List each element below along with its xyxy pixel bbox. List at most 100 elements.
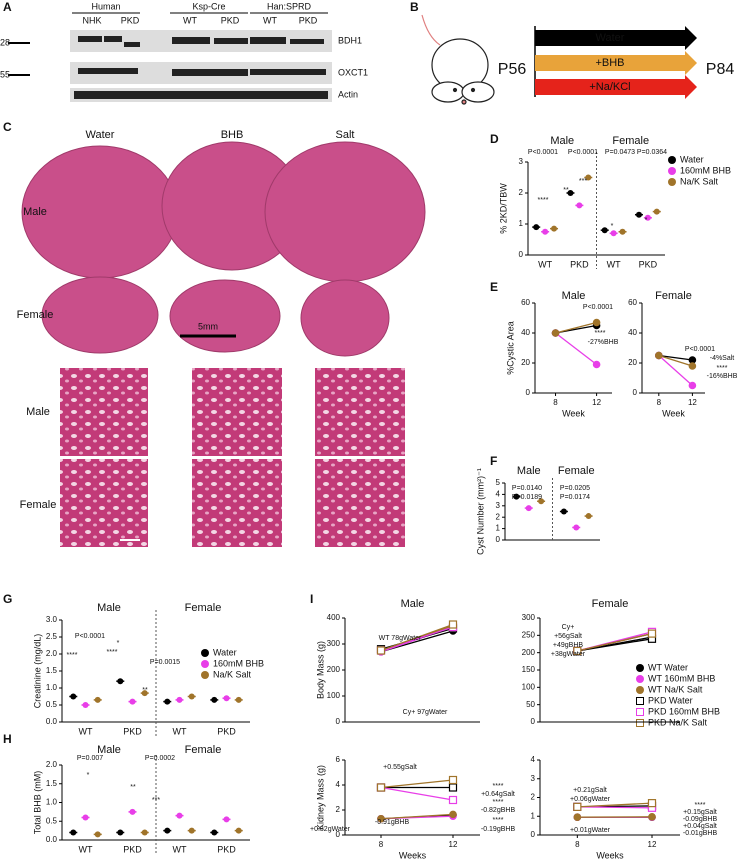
group-title: Female: [612, 135, 649, 147]
legend-swatch: [637, 709, 644, 716]
group-mean: [177, 697, 183, 703]
group-mean: [211, 830, 217, 836]
marker: [450, 777, 457, 784]
y-tick-label: 5: [496, 478, 501, 487]
legend-label: Na/K Salt: [213, 669, 252, 679]
group-mean: [573, 524, 579, 530]
category-title: Female: [558, 465, 595, 477]
chart-title: Male: [401, 598, 425, 610]
histology-column: Salt: [336, 129, 355, 141]
annotation: +0.06gWater: [570, 796, 611, 803]
y-axis-label: %Cystic Area: [505, 321, 515, 375]
group-mean: [526, 505, 532, 511]
blot-group: Human: [91, 1, 120, 11]
x-tick-label: 8: [553, 398, 558, 407]
histology-row: Male: [23, 206, 47, 218]
y-tick-label: 0: [531, 830, 536, 839]
legend-swatch: [668, 167, 676, 175]
y-tick-label: 1.0: [46, 683, 58, 692]
treatment-arm: +Na/KCl: [589, 81, 630, 93]
marker: [378, 784, 385, 791]
group-mean: [177, 813, 183, 819]
x-tick-label: PKD: [570, 259, 589, 269]
annotation: -16%BHB: [707, 373, 738, 380]
annotation: P=0.007: [77, 755, 103, 762]
annotation: -0.91gBHB: [375, 819, 410, 826]
legend-swatch: [201, 660, 209, 668]
y-tick-label: 0.5: [46, 816, 58, 825]
x-axis-label: Weeks: [596, 850, 624, 860]
annotation: *: [645, 217, 648, 224]
annotation: -0.19gBHB: [481, 826, 516, 833]
y-tick-label: 1.0: [46, 798, 58, 807]
marker: [689, 382, 695, 388]
series-line: [659, 356, 693, 386]
series-line: [556, 333, 597, 365]
lane-label: PKD: [299, 15, 318, 25]
x-tick-label: PKD: [123, 726, 142, 736]
annotation: WT 78gWater: [379, 635, 422, 642]
group-mean: [224, 695, 230, 701]
panel-label: H: [3, 732, 12, 746]
x-tick-label: 12: [648, 840, 657, 849]
annotation: -27%BHB: [588, 339, 619, 346]
legend-label: Water: [680, 154, 704, 164]
group-mean: [576, 202, 582, 208]
group-mean: [164, 699, 170, 705]
legend-label: Water: [213, 647, 237, 657]
y-tick-label: 0: [633, 388, 638, 397]
annotation: *: [117, 640, 120, 647]
annotation: ***: [579, 178, 587, 185]
annotation: Cy+ 97gWater: [403, 709, 448, 716]
x-axis-label: Week: [662, 408, 685, 418]
group-mean: [533, 224, 539, 230]
legend-swatch: [668, 178, 676, 186]
marker: [450, 811, 456, 817]
annotation: +0.64gSalt: [481, 791, 515, 798]
y-tick-label: 300: [522, 613, 536, 622]
group-mean: [211, 697, 217, 703]
y-tick-label: 2: [496, 512, 501, 521]
y-tick-label: 0: [526, 388, 531, 397]
blot-group: Han:SPRD: [267, 1, 312, 11]
histology-column: BHB: [221, 129, 244, 141]
y-tick-label: 4: [531, 755, 536, 764]
y-tick-label: 20: [628, 358, 637, 367]
annotation: *: [87, 772, 90, 779]
group-mean: [654, 209, 660, 215]
marker: [649, 814, 655, 820]
group-mean: [189, 828, 195, 834]
annotation: Cy+: [562, 624, 575, 631]
legend-label: 160mM BHB: [213, 658, 264, 668]
panel-label: I: [310, 592, 313, 606]
annotation: P<0.0001: [528, 149, 558, 156]
end-age: P84: [706, 61, 735, 78]
protein-label: BDH1: [338, 35, 362, 45]
lane-label: WT: [183, 15, 197, 25]
y-axis-label: Creatinine (mg/dL): [32, 634, 42, 709]
y-tick-label: 250: [522, 630, 536, 639]
x-axis-label: Weeks: [399, 850, 427, 860]
x-axis-label: Week: [562, 408, 585, 418]
y-tick-label: 3: [519, 157, 524, 166]
annotation: +49gBHB: [553, 642, 583, 649]
annotation: P=0.0189: [512, 494, 542, 501]
y-tick-label: 1.5: [46, 666, 58, 675]
annotation: ****: [695, 802, 706, 809]
y-tick-label: 50: [526, 700, 535, 709]
y-tick-label: 3: [496, 501, 501, 510]
y-tick-label: 300: [327, 639, 341, 648]
legend-swatch: [637, 720, 644, 727]
y-tick-label: 1: [496, 524, 501, 533]
group-mean: [602, 227, 608, 233]
legend-swatch: [636, 664, 644, 672]
chart-title: Female: [592, 598, 629, 610]
chart-title: Female: [655, 290, 692, 302]
annotation: +0.55gSalt: [383, 764, 417, 771]
series-line: [577, 807, 652, 808]
series-line: [381, 780, 453, 788]
x-tick-label: WT: [607, 259, 621, 269]
annotation: *: [611, 223, 614, 230]
annotation: ****: [493, 799, 504, 806]
